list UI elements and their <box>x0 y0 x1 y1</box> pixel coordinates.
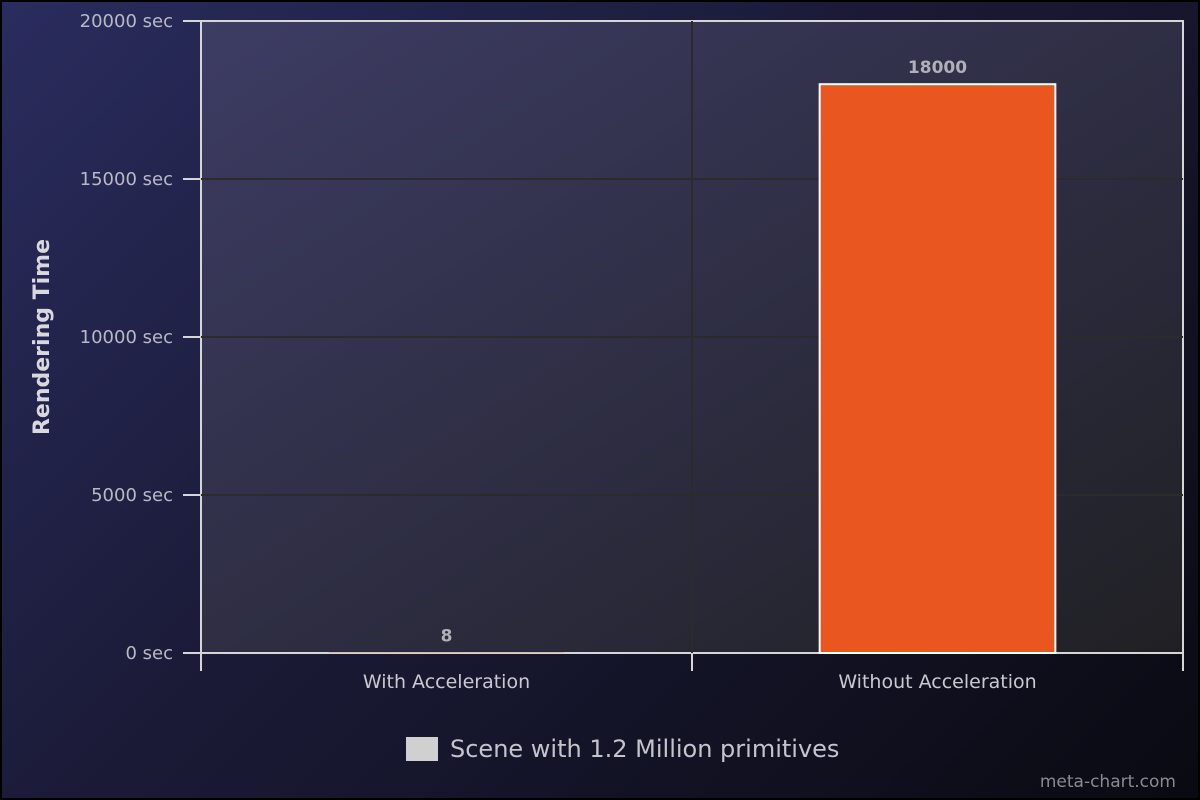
y-axis-title: Rendering Time <box>30 239 55 435</box>
data-label: 18000 <box>908 58 967 78</box>
y-tick-label: 10000 sec <box>80 327 173 348</box>
x-category-label: Without Acceleration <box>838 671 1036 693</box>
credit-watermark: meta-chart.com <box>1039 772 1176 792</box>
y-tick-label: 5000 sec <box>91 485 173 506</box>
legend-swatch <box>406 737 438 761</box>
bars <box>328 83 1057 654</box>
y-tick-label: 20000 sec <box>80 11 173 32</box>
legend: Scene with 1.2 Million primitives <box>406 735 839 763</box>
legend-series-label: Scene with 1.2 Million primitives <box>450 735 840 763</box>
x-category-label: With Acceleration <box>363 671 530 693</box>
y-tick-label: 0 sec <box>125 643 173 664</box>
data-label: 8 <box>441 627 453 647</box>
bar <box>818 83 1057 654</box>
y-tick-label: 15000 sec <box>80 169 173 190</box>
labels: 0 sec 5000 sec 10000 sec 15000 sec 20000 sec… <box>80 11 1037 693</box>
